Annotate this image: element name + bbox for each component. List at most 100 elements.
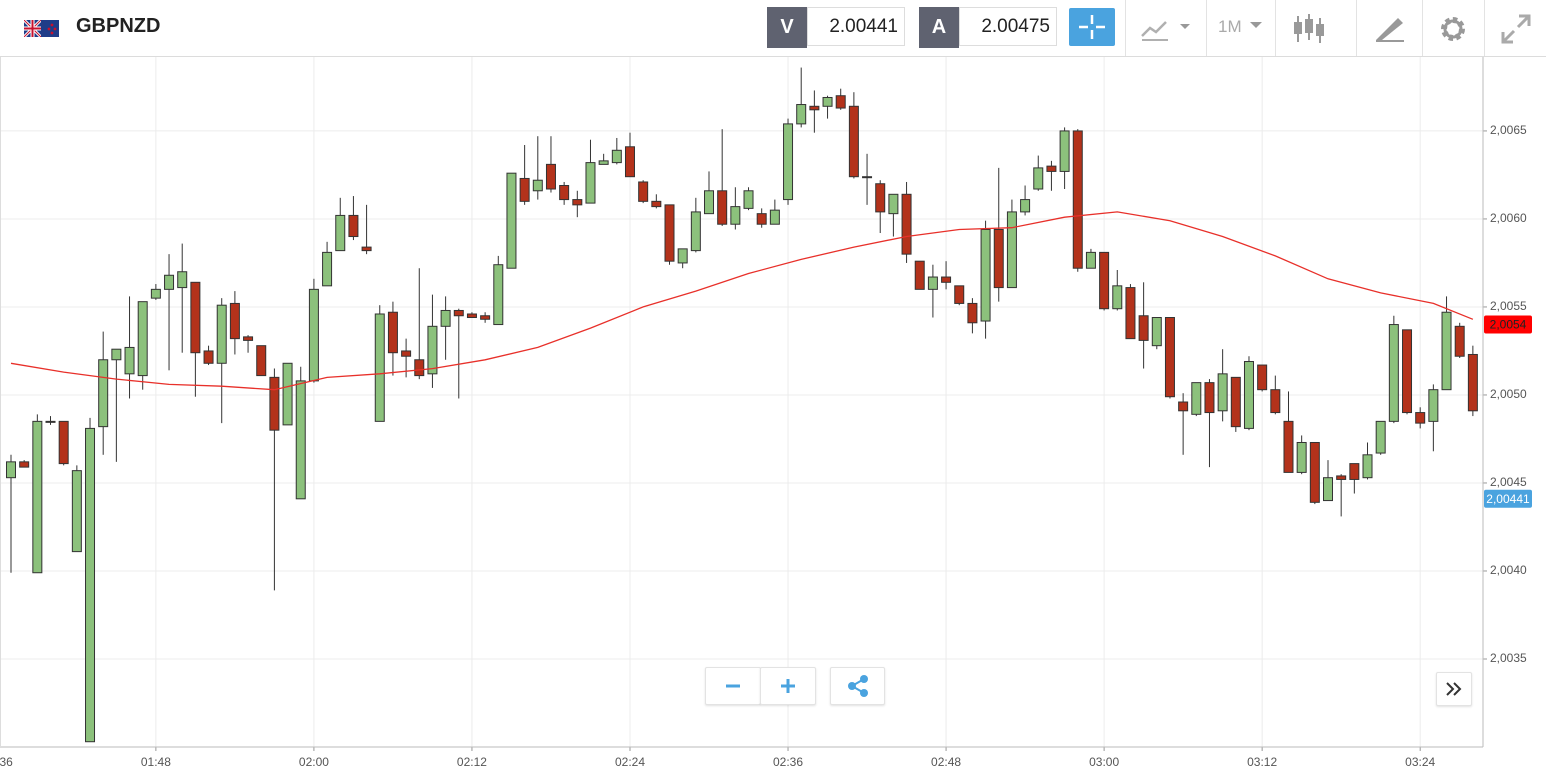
candle-body: [822, 96, 833, 107]
candle-body: [1125, 287, 1136, 340]
timeframe-caret[interactable]: [1249, 20, 1263, 30]
y-tick-label: 2,0045: [1490, 475, 1527, 489]
candle-body: [216, 304, 227, 364]
candle-body: [1112, 285, 1123, 310]
candles-button[interactable]: [1292, 13, 1326, 45]
timeframe-button[interactable]: 1M: [1218, 17, 1242, 37]
share-button[interactable]: [830, 667, 885, 705]
candle-body: [1217, 373, 1228, 412]
candle-body: [980, 229, 991, 322]
candle-body: [559, 184, 570, 201]
candle-body: [1164, 317, 1175, 398]
candle-body: [809, 105, 820, 111]
chart-type-button[interactable]: [1140, 14, 1196, 42]
candle-body: [32, 420, 43, 574]
candle-body: [690, 211, 701, 252]
flag-icon: [24, 20, 59, 37]
separator: [1484, 0, 1485, 56]
price-tag-label: 2,00441: [1486, 492, 1530, 506]
candle-body: [466, 313, 477, 319]
crosshair-icon: [1079, 15, 1105, 39]
x-tick-label: 02:24: [615, 755, 645, 769]
candle-body: [203, 350, 214, 364]
y-tick-label: 2,0065: [1490, 123, 1527, 137]
candle-body: [111, 348, 122, 361]
ask-label[interactable]: A: [919, 7, 959, 48]
candle-body: [756, 213, 767, 225]
draw-button[interactable]: [1374, 13, 1406, 43]
bid-label[interactable]: V: [767, 7, 807, 48]
x-tick-label: 02:36: [773, 755, 803, 769]
candle-body: [322, 251, 333, 287]
candle-body: [282, 362, 293, 426]
candle-body: [506, 172, 517, 269]
candle-body: [19, 461, 30, 468]
plus-icon: [781, 679, 795, 693]
candle-body: [71, 470, 82, 553]
candle-body: [611, 149, 622, 164]
moving-average-line: [10, 211, 1474, 391]
x-tick-label: 01:48: [141, 755, 171, 769]
candle-body: [598, 160, 609, 165]
candle-body: [374, 313, 385, 422]
ask-price[interactable]: 2.00475: [959, 7, 1057, 46]
y-tick-label: 2,0055: [1490, 299, 1527, 313]
candle-body: [901, 193, 912, 255]
candle-body: [137, 301, 148, 377]
candle-body: [677, 248, 688, 264]
x-tick-label: 01:36: [0, 755, 13, 769]
candle-body: [743, 190, 754, 209]
candle-body: [269, 376, 280, 431]
separator: [1356, 0, 1357, 56]
separator: [1275, 0, 1276, 56]
x-tick-label: 02:48: [931, 755, 961, 769]
candle-body: [954, 285, 965, 304]
candle-body: [6, 461, 16, 479]
candle-body: [308, 288, 319, 382]
candle-body: [414, 359, 425, 377]
zoom-in-button[interactable]: [760, 667, 816, 705]
x-tick-label: 03:24: [1405, 755, 1435, 769]
candle-body: [401, 350, 412, 357]
candle-body: [1270, 389, 1281, 414]
scroll-end-button[interactable]: [1436, 672, 1472, 706]
candle-body: [85, 427, 96, 743]
candle-body: [1257, 364, 1268, 391]
candle-body: [585, 162, 596, 204]
candle-body: [98, 359, 109, 428]
candle-body: [1059, 130, 1070, 172]
candle-body: [1323, 477, 1333, 502]
price-tag-label: 2,0054: [1490, 318, 1527, 332]
candle-body: [427, 325, 438, 375]
fullscreen-button[interactable]: [1500, 13, 1532, 45]
share-icon: [847, 675, 868, 697]
chart: 2,0035 2,0040 2,0045 2,0050 2,0055 2,0060 2,00…: [0, 57, 1532, 769]
candle-body: [651, 200, 662, 208]
candle-body: [888, 193, 899, 215]
candle-body: [1375, 420, 1386, 454]
candle-body: [256, 345, 267, 377]
candle-body: [1349, 463, 1360, 480]
bid-price[interactable]: 2.00441: [807, 7, 905, 46]
candle-body: [783, 123, 794, 201]
candle-body: [1441, 311, 1452, 391]
crosshair-button[interactable]: [1069, 8, 1115, 46]
candle-body: [875, 183, 886, 213]
candle-body: [796, 104, 807, 125]
candle-body: [387, 311, 398, 354]
candle-body: [848, 105, 859, 178]
candle-body: [190, 281, 201, 354]
candle-body: [58, 420, 69, 465]
candle-body: [993, 229, 1004, 289]
candle-body: [941, 276, 952, 283]
candle-body: [545, 163, 556, 190]
candle-body: [1204, 382, 1215, 414]
separator: [1422, 0, 1423, 56]
x-tick-label: 03:00: [1089, 755, 1119, 769]
settings-button[interactable]: [1438, 14, 1468, 44]
zoom-out-button[interactable]: [705, 667, 761, 705]
candle-body: [45, 420, 56, 423]
candle-body: [664, 204, 675, 262]
candle-body: [1362, 454, 1373, 479]
